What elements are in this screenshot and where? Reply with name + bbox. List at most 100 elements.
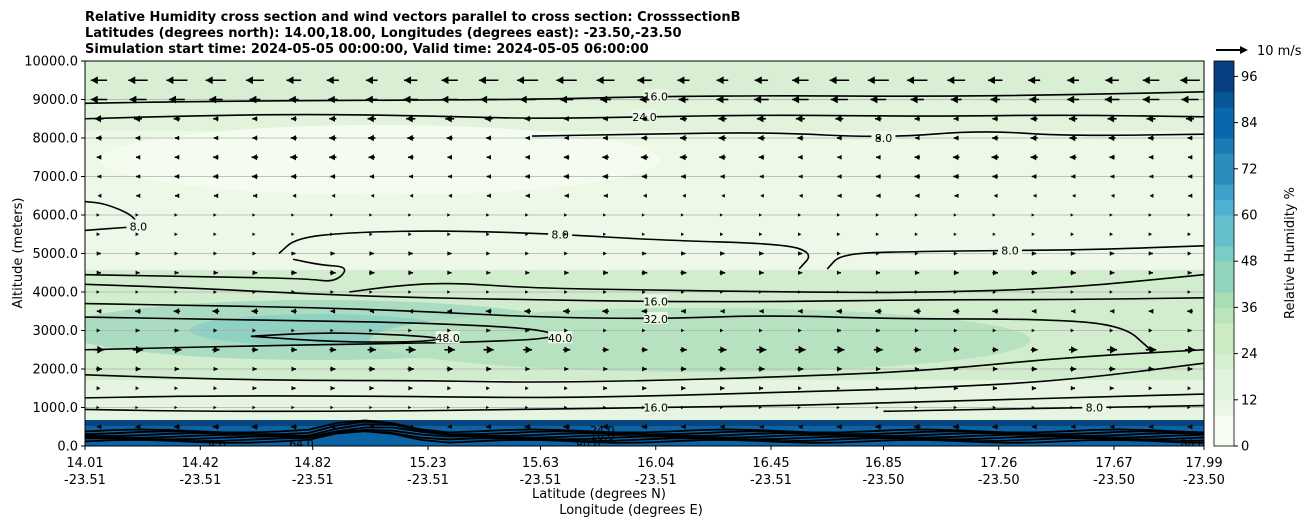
wind-vector — [914, 386, 919, 391]
y-axis-label: Altitude (meters) — [11, 198, 26, 309]
wind-vector — [641, 308, 648, 315]
colorbar-band — [1214, 307, 1234, 324]
wind-vector — [797, 328, 802, 333]
wind-vector — [875, 423, 882, 430]
wind-vector — [251, 308, 259, 315]
wind-vector — [441, 76, 458, 85]
wind-vector — [525, 251, 529, 256]
x-tick-label-lat: 14.82 — [294, 456, 331, 471]
wind-vector — [447, 213, 451, 217]
wind-vector — [525, 154, 530, 160]
wind-vector — [1071, 424, 1076, 430]
wind-vector — [213, 386, 218, 391]
colorbar-band — [1214, 430, 1234, 447]
x-tick-label-lat: 14.01 — [66, 456, 103, 471]
surface-contour-label: 64.0 — [289, 438, 314, 451]
x-tick-label-lat: 16.45 — [752, 456, 789, 471]
contour-line — [85, 362, 1204, 399]
wind-vector — [914, 154, 920, 160]
wind-vector — [914, 213, 918, 217]
wind-vector — [915, 193, 920, 199]
wind-vector — [759, 174, 764, 179]
wind-vector — [291, 405, 295, 410]
colorbar-ticks: 0 12 24 36 48 60 72 84 96 — [1234, 70, 1258, 455]
wind-vector — [1030, 115, 1038, 122]
colorbar-band — [1214, 215, 1234, 231]
wind-vector — [564, 386, 568, 391]
wind-vector — [603, 193, 608, 199]
wind-vector — [681, 328, 685, 333]
wind-vector — [136, 174, 141, 179]
wind-vector — [680, 346, 687, 353]
wind-vector — [759, 251, 764, 256]
wind-vector — [135, 386, 140, 391]
wind-vector — [291, 232, 295, 236]
wind-vector — [992, 308, 998, 315]
wind-vector — [642, 405, 646, 410]
colorbar-band — [1214, 153, 1234, 170]
wind-vector — [992, 232, 996, 236]
wind-vector — [641, 115, 648, 122]
x-tick-label-lat: 14.42 — [182, 456, 219, 471]
wind-vector — [408, 328, 412, 333]
contour-label: 8.0 — [551, 228, 569, 241]
x-tick-label-lon: -23.51 — [520, 473, 562, 488]
wind-vector — [525, 366, 530, 372]
wind-vector — [213, 366, 218, 372]
colorbar-band — [1214, 276, 1234, 293]
wind-vector — [486, 424, 492, 430]
wind-vector — [907, 76, 928, 85]
x-tick-label-lat: 15.23 — [409, 456, 446, 471]
colorbar-tick-label: 96 — [1241, 70, 1258, 85]
x-tick-label-lon: -23.51 — [179, 473, 221, 488]
wind-vector — [486, 135, 492, 141]
wind-vector — [719, 366, 726, 372]
wind-vector — [642, 366, 647, 372]
colorbar-band — [1214, 199, 1234, 216]
wind-vector — [1146, 115, 1156, 123]
wind-vector — [1031, 251, 1037, 256]
quiver-key: 10 m/s — [1216, 44, 1302, 59]
chart-title-line-1: Relative Humidity cross section and wind… — [85, 10, 741, 25]
wind-vector — [173, 423, 180, 430]
y-tick-label: 5000.0 — [33, 247, 79, 262]
wind-vector — [914, 405, 918, 410]
colorbar-tick-label: 12 — [1241, 393, 1258, 408]
chart-title-line-2: Latitudes (degrees north): 14.00,18.00, … — [85, 26, 682, 41]
wind-vector — [681, 290, 685, 294]
wind-vector — [1109, 251, 1115, 256]
wind-vector — [252, 135, 258, 141]
wind-vector — [368, 154, 376, 161]
wind-vector — [408, 232, 412, 237]
wind-vector — [718, 134, 727, 142]
surface-contour-line — [85, 419, 1204, 434]
wind-vector — [563, 116, 570, 122]
wind-vector — [447, 386, 452, 391]
wind-vector — [759, 328, 763, 333]
wind-vector — [1148, 405, 1152, 410]
wind-vector — [758, 154, 765, 160]
wind-vector — [876, 154, 881, 160]
wind-vector — [290, 154, 298, 161]
wind-vector — [1148, 366, 1154, 372]
wind-vector — [135, 308, 141, 314]
wind-vector — [797, 405, 801, 410]
wind-vector — [252, 270, 258, 276]
wind-vector — [1109, 405, 1113, 410]
wind-vector — [1148, 328, 1153, 333]
wind-vector — [679, 134, 687, 142]
wind-vector — [1070, 290, 1074, 294]
wind-vector — [991, 154, 999, 161]
wind-vector — [525, 173, 530, 180]
wind-vector — [953, 116, 959, 122]
wind-vector — [174, 213, 178, 217]
wind-vector — [910, 95, 924, 104]
wind-vector — [1070, 385, 1076, 391]
wind-vector — [408, 308, 414, 314]
rh-filled-field — [85, 61, 1204, 446]
colorbar-band — [1214, 122, 1234, 139]
wind-vector — [96, 213, 100, 217]
wind-vector — [797, 366, 804, 372]
wind-vector — [330, 290, 334, 294]
wind-vector — [678, 95, 689, 104]
